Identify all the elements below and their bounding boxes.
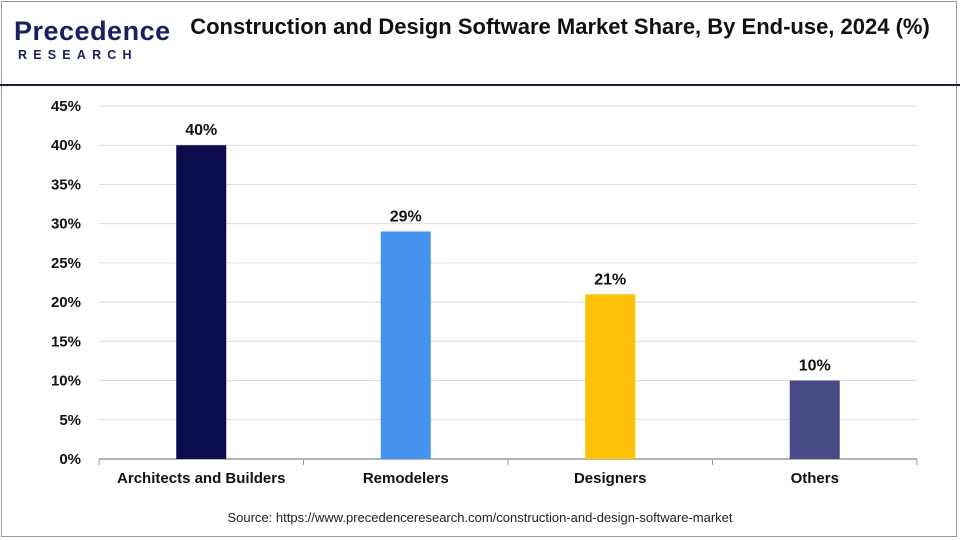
logo-wordmark: Precedence [14, 16, 171, 46]
bar-designers [585, 294, 636, 459]
x-tick-label: Others [791, 470, 839, 487]
y-tick-label: 30% [51, 216, 81, 233]
y-tick-label: 45% [51, 98, 81, 115]
x-tick-label: Architects and Builders [117, 470, 285, 487]
y-tick-label: 15% [51, 333, 81, 350]
precedence-research-logo: Precedence RESEARCH [14, 16, 170, 62]
y-tick-label: 5% [59, 412, 81, 429]
header-divider [0, 84, 960, 86]
header: Precedence RESEARCH Construction and Des… [0, 0, 960, 84]
logo-subtitle: RESEARCH [18, 48, 138, 62]
source-note: Source: https://www.precedenceresearch.c… [227, 510, 733, 525]
y-tick-label: 25% [51, 255, 81, 272]
bar-architects-and-builders [176, 145, 227, 459]
bar-others [789, 380, 840, 459]
y-tick-label: 40% [51, 137, 81, 154]
x-tick-label: Remodelers [363, 470, 449, 487]
chart-title: Construction and Design Software Market … [190, 14, 930, 39]
data-label: 40% [185, 122, 217, 139]
data-label: 21% [594, 271, 626, 288]
y-tick-label: 0% [59, 451, 81, 468]
data-label: 29% [390, 209, 422, 226]
bar-remodelers [380, 231, 431, 459]
y-tick-label: 20% [51, 294, 81, 311]
x-tick-label: Designers [574, 470, 647, 487]
data-label: 10% [799, 358, 831, 375]
y-tick-label: 35% [51, 176, 81, 193]
bar-chart: 0% 5% 10% 15% 20% 25% 30% 35% 40% 45% 40% Architect… [51, 98, 918, 487]
y-tick-label: 10% [51, 373, 81, 390]
